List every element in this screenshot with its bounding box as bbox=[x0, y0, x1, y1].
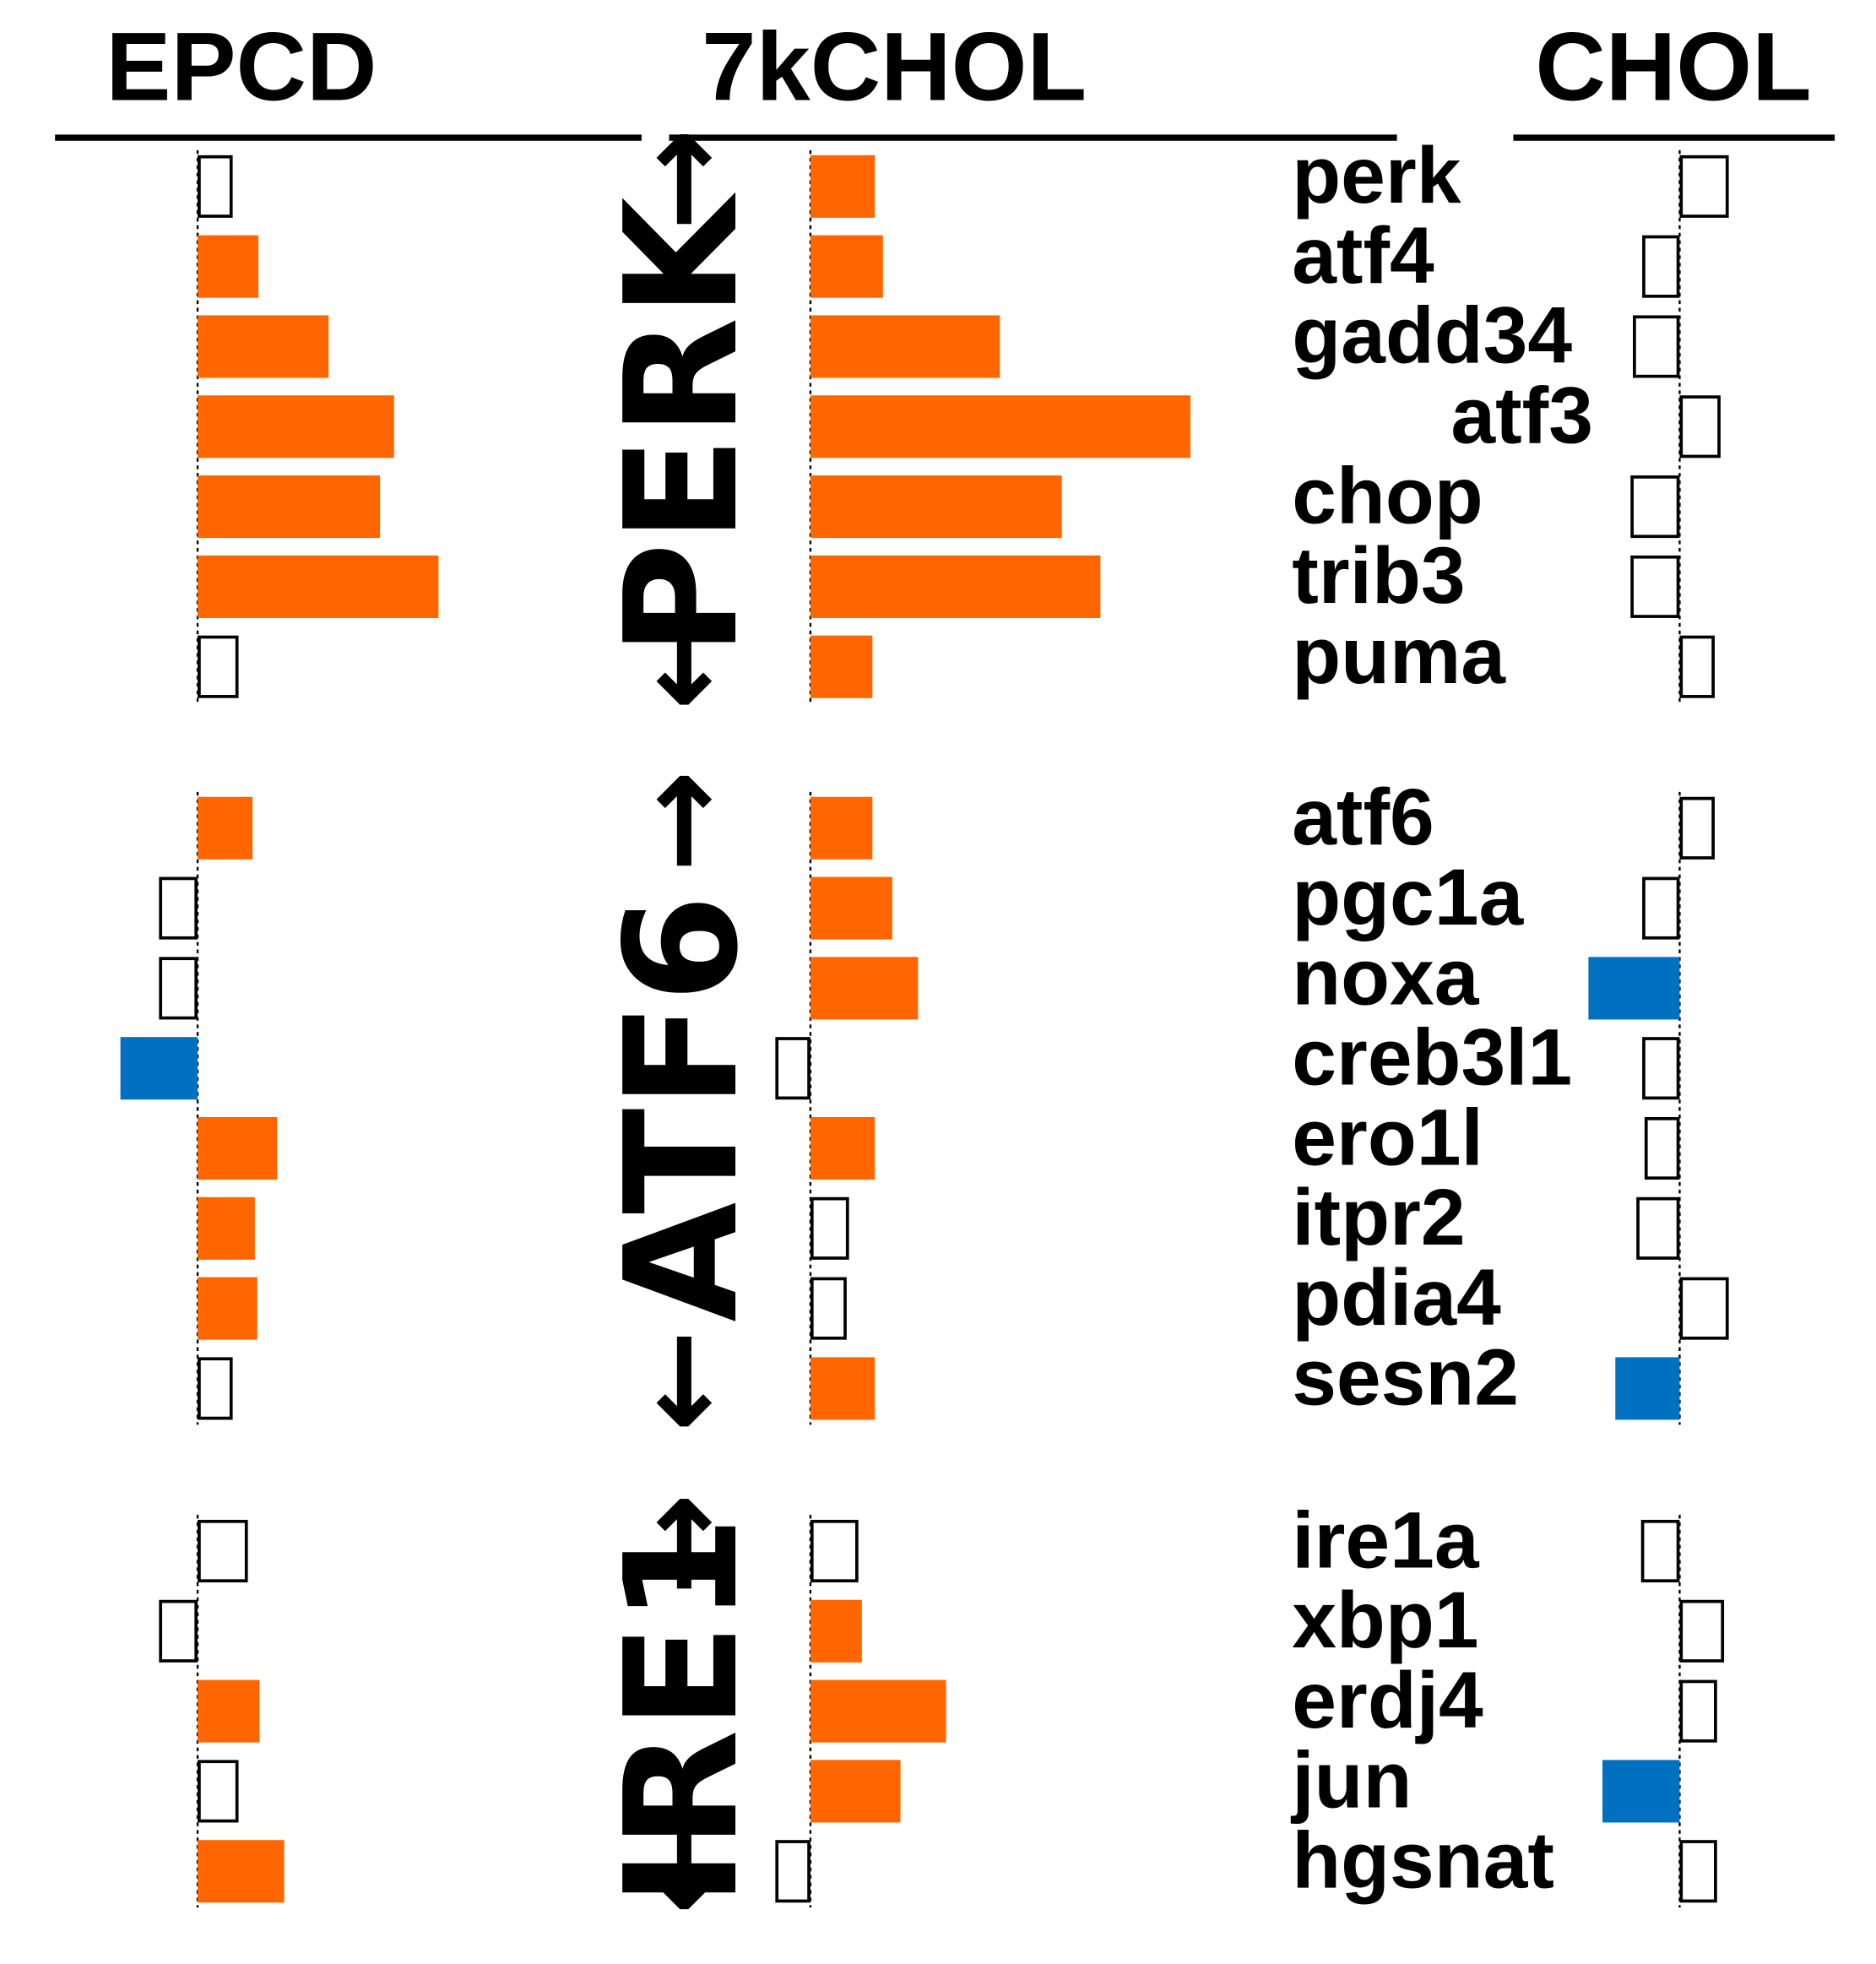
bar-erdj4-panel-1 bbox=[810, 1679, 946, 1743]
bar-atf6-panel-1 bbox=[810, 796, 873, 860]
bar-pgc1a-panel-2 bbox=[1642, 876, 1680, 940]
bar-perk-panel-0 bbox=[198, 155, 233, 218]
panel-title-chol: CHOL bbox=[1535, 13, 1811, 122]
arrow-down-group-perk: ↓ bbox=[632, 591, 735, 734]
bar-noxa-panel-0 bbox=[159, 957, 198, 1020]
bar-sesn2-panel-1 bbox=[810, 1357, 876, 1420]
pathway-labels: ↑↓PERK↑↓ATF6↑↓IRE1 bbox=[593, 111, 773, 1938]
bar-atf3-panel-2 bbox=[1679, 395, 1721, 458]
arrow-up-group-ire1: ↑ bbox=[632, 1475, 735, 1618]
bar-ero1l-panel-0 bbox=[198, 1116, 278, 1180]
gene-label-ire1a: ire1a bbox=[1292, 1495, 1480, 1585]
bar-ire1a-panel-1 bbox=[810, 1519, 859, 1583]
panel-title-epcd: EPCD bbox=[106, 13, 377, 122]
gene-label-puma: puma bbox=[1292, 611, 1506, 701]
bar-trib3-panel-0 bbox=[198, 555, 439, 618]
bar-atf4-panel-2 bbox=[1642, 235, 1680, 298]
gene-label-itpr2: itpr2 bbox=[1292, 1173, 1465, 1262]
bar-pdia4-panel-2 bbox=[1679, 1277, 1729, 1340]
bar-jun-panel-1 bbox=[810, 1760, 901, 1823]
bar-itpr2-panel-1 bbox=[810, 1196, 849, 1260]
bar-marks bbox=[120, 155, 1729, 1903]
bar-pgc1a-panel-0 bbox=[159, 876, 198, 940]
gene-label-ero1l: ero1l bbox=[1292, 1093, 1483, 1182]
bar-puma-panel-1 bbox=[810, 635, 873, 698]
bar-erdj4-panel-2 bbox=[1679, 1679, 1717, 1743]
arrow-up-group-atf6: ↑ bbox=[632, 752, 735, 895]
bar-jun-panel-2 bbox=[1602, 1760, 1680, 1823]
gene-label-sesn2: sesn2 bbox=[1292, 1333, 1519, 1423]
arrow-down-group-ire1: ↓ bbox=[632, 1796, 735, 1939]
bar-xbp1-panel-2 bbox=[1679, 1599, 1725, 1663]
bar-itpr2-panel-0 bbox=[198, 1196, 255, 1260]
arrow-down-group-atf6: ↓ bbox=[632, 1313, 735, 1456]
bar-ire1a-panel-0 bbox=[198, 1519, 248, 1583]
bar-atf6-panel-2 bbox=[1679, 796, 1715, 860]
gene-label-trib3: trib3 bbox=[1292, 531, 1465, 621]
bar-xbp1-panel-1 bbox=[810, 1599, 862, 1663]
gene-label-atf4: atf4 bbox=[1292, 211, 1434, 301]
bar-creb3l1-panel-2 bbox=[1642, 1037, 1680, 1100]
gene-label-jun: jun bbox=[1290, 1736, 1412, 1826]
gene-label-atf6: atf6 bbox=[1292, 773, 1434, 862]
bar-noxa-panel-2 bbox=[1588, 957, 1680, 1020]
bar-pdia4-panel-0 bbox=[198, 1277, 258, 1340]
bar-sesn2-panel-0 bbox=[198, 1357, 233, 1420]
bar-ero1l-panel-2 bbox=[1644, 1116, 1680, 1180]
gene-label-pdia4: pdia4 bbox=[1292, 1253, 1501, 1343]
bar-xbp1-panel-0 bbox=[159, 1599, 198, 1663]
bar-puma-panel-0 bbox=[198, 635, 239, 698]
gene-label-chop: chop bbox=[1292, 451, 1483, 540]
bar-ire1a-panel-2 bbox=[1640, 1519, 1680, 1583]
bar-ero1l-panel-1 bbox=[810, 1116, 876, 1180]
bar-perk-panel-1 bbox=[810, 155, 876, 218]
gene-label-erdj4: erdj4 bbox=[1292, 1656, 1483, 1745]
bar-chop-panel-2 bbox=[1630, 475, 1680, 539]
gene-label-pgc1a: pgc1a bbox=[1292, 853, 1524, 942]
bar-atf4-panel-1 bbox=[810, 235, 883, 298]
gene-label-noxa: noxa bbox=[1292, 933, 1480, 1023]
bar-trib3-panel-1 bbox=[810, 555, 1101, 618]
gene-label-xbp1: xbp1 bbox=[1292, 1576, 1478, 1665]
bar-gadd34-panel-0 bbox=[198, 315, 329, 378]
bar-pdia4-panel-1 bbox=[810, 1277, 847, 1340]
bar-erdj4-panel-0 bbox=[198, 1679, 260, 1743]
pathway-label-group-ire1: IRE1 bbox=[593, 1516, 773, 1907]
bar-perk-panel-2 bbox=[1679, 155, 1729, 218]
bar-gadd34-panel-1 bbox=[810, 315, 1000, 378]
pathway-label-group-atf6: ATF6 bbox=[593, 894, 773, 1321]
bar-atf4-panel-0 bbox=[198, 235, 259, 298]
bar-chop-panel-0 bbox=[198, 475, 381, 539]
bar-pgc1a-panel-1 bbox=[810, 876, 892, 940]
bar-sesn2-panel-2 bbox=[1615, 1357, 1680, 1420]
bar-itpr2-panel-2 bbox=[1636, 1196, 1680, 1260]
bar-jun-panel-0 bbox=[198, 1760, 239, 1823]
gene-label-atf3: atf3 bbox=[1450, 372, 1593, 461]
bar-noxa-panel-1 bbox=[810, 957, 919, 1020]
bar-gadd34-panel-2 bbox=[1633, 315, 1680, 378]
arrow-up-group-perk: ↑ bbox=[632, 111, 735, 253]
bar-atf3-panel-1 bbox=[810, 395, 1191, 458]
bar-creb3l1-panel-1 bbox=[775, 1037, 811, 1100]
gene-label-gadd34: gadd34 bbox=[1292, 291, 1572, 381]
panel-titles: EPCD 7kCHOL CHOL bbox=[106, 13, 1811, 122]
gene-label-hgsnat: hgsnat bbox=[1292, 1815, 1554, 1905]
bar-atf6-panel-0 bbox=[198, 796, 253, 860]
pathway-label-group-perk: PERK bbox=[593, 193, 773, 657]
bar-hgsnat-panel-0 bbox=[198, 1840, 285, 1903]
bar-hgsnat-panel-1 bbox=[775, 1840, 811, 1903]
bar-puma-panel-2 bbox=[1679, 635, 1715, 698]
panel-title-7kchol: 7kCHOL bbox=[702, 13, 1087, 122]
bar-atf3-panel-0 bbox=[198, 395, 394, 458]
bar-trib3-panel-2 bbox=[1630, 555, 1680, 618]
gene-label-creb3l1: creb3l1 bbox=[1292, 1012, 1572, 1102]
bar-chop-panel-1 bbox=[810, 475, 1062, 539]
bar-hgsnat-panel-2 bbox=[1679, 1840, 1717, 1903]
bar-creb3l1-panel-0 bbox=[120, 1037, 198, 1100]
gene-label-perk: perk bbox=[1292, 131, 1461, 220]
